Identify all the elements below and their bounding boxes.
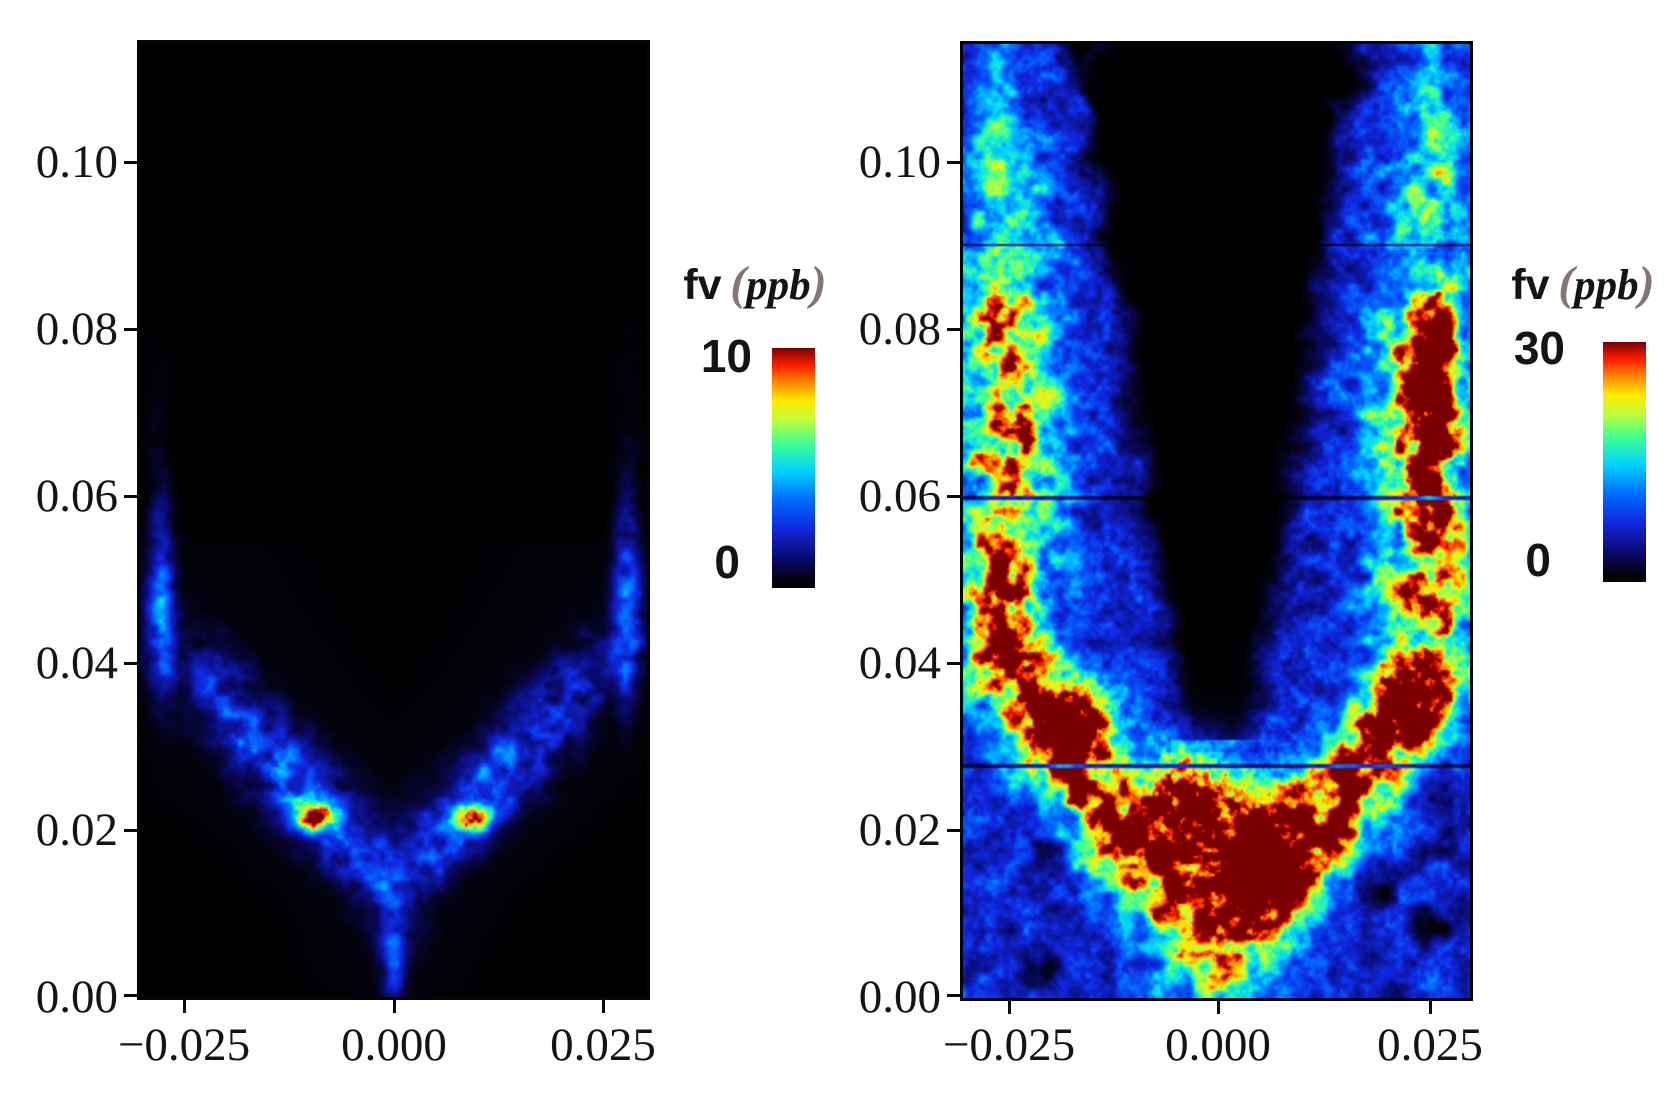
heatmap-panel-right bbox=[960, 41, 1473, 1001]
open-paren: ( bbox=[730, 257, 747, 310]
y-tick-mark bbox=[947, 662, 960, 665]
colorbar-max-label-right: 30 bbox=[1513, 322, 1565, 374]
y-tick-label: 0.00 bbox=[858, 971, 941, 1023]
y-tick-label: 0.06 bbox=[35, 470, 118, 522]
heatmap-right-canvas bbox=[963, 44, 1470, 998]
y-tick-mark bbox=[124, 495, 137, 498]
y-tick-mark bbox=[124, 328, 137, 331]
x-tick-label: 0.000 bbox=[1165, 1019, 1271, 1071]
x-tick-label: 0.025 bbox=[1377, 1019, 1483, 1071]
y-tick-label: 0.02 bbox=[858, 804, 941, 856]
x-tick-mark bbox=[1217, 998, 1220, 1014]
colorbar-min-label-left: 0 bbox=[714, 536, 740, 588]
x-tick-mark bbox=[1429, 998, 1432, 1014]
colorbar-title-right: fv (ppb) bbox=[1468, 259, 1680, 311]
y-tick-mark bbox=[124, 994, 137, 997]
close-paren: ) bbox=[810, 257, 827, 310]
x-tick-label: −0.025 bbox=[117, 1019, 251, 1071]
x-tick-mark bbox=[602, 997, 605, 1013]
x-tick-mark bbox=[1008, 998, 1011, 1014]
colorbar-unit: ppb bbox=[1574, 262, 1639, 309]
x-tick-label: 0.000 bbox=[341, 1019, 447, 1071]
y-tick-label: 0.08 bbox=[858, 303, 941, 355]
y-tick-mark bbox=[124, 829, 137, 832]
y-tick-label: 0.04 bbox=[858, 637, 941, 689]
x-tick-label: −0.025 bbox=[942, 1019, 1076, 1071]
colorbar-quantity: fv bbox=[683, 261, 722, 309]
x-tick-mark bbox=[393, 997, 396, 1013]
y-tick-label: 0.10 bbox=[35, 136, 118, 188]
y-tick-mark bbox=[947, 495, 960, 498]
y-tick-mark bbox=[947, 994, 960, 997]
y-tick-label: 0.10 bbox=[858, 136, 941, 188]
heatmap-left-canvas bbox=[140, 43, 647, 997]
colorbar-right bbox=[1603, 342, 1646, 582]
colorbar-quantity: fv bbox=[1511, 261, 1550, 309]
y-tick-label: 0.06 bbox=[858, 470, 941, 522]
colorbar-title-left: fv (ppb) bbox=[640, 259, 870, 311]
colorbar-max-label-left: 10 bbox=[700, 330, 752, 382]
colorbar-unit: ppb bbox=[746, 262, 811, 309]
y-tick-mark bbox=[947, 829, 960, 832]
y-tick-mark bbox=[124, 662, 137, 665]
y-tick-label: 0.00 bbox=[35, 971, 118, 1023]
x-tick-mark bbox=[183, 997, 186, 1013]
y-tick-mark bbox=[124, 161, 137, 164]
y-tick-label: 0.02 bbox=[35, 804, 118, 856]
y-tick-mark bbox=[947, 328, 960, 331]
colorbar-min-label-right: 0 bbox=[1525, 534, 1551, 586]
open-paren: ( bbox=[1558, 257, 1575, 310]
x-tick-label: 0.025 bbox=[550, 1019, 656, 1071]
colorbar-left bbox=[772, 348, 815, 588]
heatmap-panel-left bbox=[137, 40, 650, 1000]
close-paren: ) bbox=[1638, 257, 1655, 310]
y-tick-mark bbox=[947, 161, 960, 164]
y-tick-label: 0.04 bbox=[35, 637, 118, 689]
y-tick-label: 0.08 bbox=[35, 303, 118, 355]
